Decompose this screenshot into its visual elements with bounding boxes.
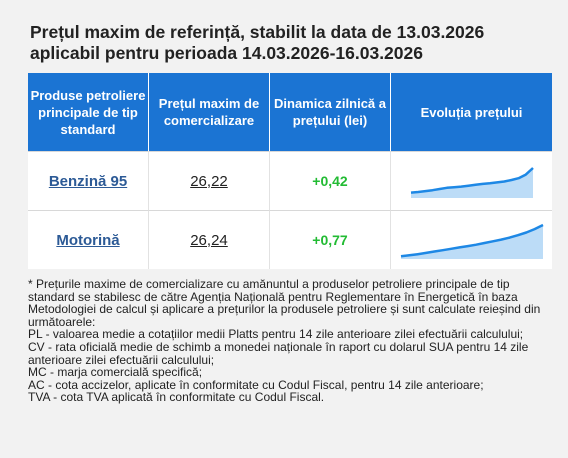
product-link-benzina-95[interactable]: Benzină 95: [48, 172, 128, 190]
delta-value: +0,42: [312, 172, 348, 189]
price-value[interactable]: 26,24: [190, 231, 228, 249]
footnote-mc: MC - marja comercială specifică;: [28, 365, 203, 380]
price-value[interactable]: 26,22: [190, 172, 228, 190]
sparkline-area: [410, 168, 533, 198]
trend-cell: [391, 210, 552, 269]
title-line-1: Prețul maxim de referință, stabilit la d…: [30, 22, 485, 42]
header-daily-change: Dinamica zilnică a prețului (lei): [270, 73, 391, 151]
sparkline-line: [410, 167, 534, 194]
page-title: Prețul maxim de referință, stabilit la d…: [30, 22, 552, 64]
product-link-motorina[interactable]: Motorină: [56, 231, 120, 249]
delta-value: +0,77: [312, 231, 348, 248]
title-line-2: aplicabil pentru perioada 14.03.2026-16.…: [30, 43, 423, 63]
footnote-tva: TVA - cota TVA aplicată în conformitate …: [28, 390, 325, 405]
table-row: Motorină 26,24 +0,77: [28, 210, 552, 269]
header-max-price: Prețul maxim de comercializare: [149, 73, 270, 151]
table-header-row: Produse petroliere principale de tip sta…: [28, 73, 552, 151]
price-trend-sparkline: [400, 223, 544, 259]
price-cell: 26,24: [149, 210, 270, 269]
header-price-evolution: Evoluția prețului: [391, 73, 552, 151]
price-trend-sparkline: [410, 167, 534, 198]
footnote-cv: CV - rata oficială medie de schimb a mon…: [28, 339, 529, 367]
header-product: Produse petroliere principale de tip sta…: [28, 73, 149, 151]
table-row: Benzină 95 26,22 +0,42: [28, 151, 552, 210]
trend-cell: [391, 151, 552, 210]
product-cell: Benzină 95: [28, 151, 149, 210]
footnote-intro: * Prețurile maxime de comercializare cu …: [28, 277, 541, 329]
sparkline-area: [400, 225, 543, 259]
price-widget: Prețul maxim de referință, stabilit la d…: [28, 22, 552, 404]
delta-cell: +0,42: [270, 151, 391, 210]
price-cell: 26,22: [149, 151, 270, 210]
footnotes: * Prețurile maxime de comercializare cu …: [28, 278, 548, 404]
footnote-pl: PL - valoarea medie a cotațiilor medii P…: [28, 327, 524, 342]
sparkline-line: [400, 223, 544, 258]
product-cell: Motorină: [28, 210, 149, 269]
prices-table: Produse petroliere principale de tip sta…: [28, 73, 552, 269]
delta-cell: +0,77: [270, 210, 391, 269]
footnote-ac: AC - cota accizelor, aplicate în conform…: [28, 377, 484, 392]
